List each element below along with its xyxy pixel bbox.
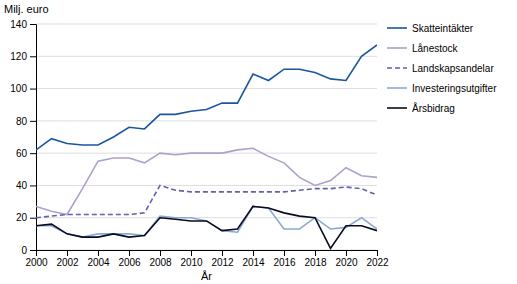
tick-label: 140 [10, 19, 27, 30]
tick: 80 [16, 116, 36, 127]
tick-label: 60 [16, 148, 28, 159]
legend-label: Landskapsandelar [412, 63, 494, 74]
legend-label: Lånestock [412, 43, 459, 54]
tick: 2022 [366, 250, 389, 268]
tick-label: 120 [10, 51, 27, 62]
tick: 120 [10, 51, 36, 62]
tick-mark [191, 250, 192, 256]
tick-label: 0 [21, 245, 27, 256]
tick-label: 20 [16, 212, 28, 223]
legend-swatch [387, 27, 407, 29]
grid-line [36, 56, 377, 57]
tick-label: 2018 [304, 257, 327, 268]
grid-line [36, 24, 377, 25]
legend-item: Årsbidrag [387, 102, 455, 114]
plot: 2000 2002 2004 2006 2008 2010 2012 2014 2016 2018… [10, 19, 389, 268]
tick-mark [129, 250, 130, 256]
grid [36, 24, 377, 250]
line [36, 45, 377, 150]
y-axis-title: Milj. euro [4, 3, 49, 15]
grid-line [36, 120, 377, 121]
chart: 2000 2002 2004 2006 2008 2010 2012 2014 2016 2018… [0, 0, 517, 284]
legend-item: Landskapsandelar [387, 63, 494, 74]
axis-domain [37, 251, 378, 257]
tick-label: 2000 [25, 257, 48, 268]
line [36, 185, 377, 217]
tick-mark [98, 250, 99, 256]
tick: 2006 [118, 250, 141, 268]
grid-line [36, 217, 377, 218]
axis-domain [30, 25, 37, 251]
legend-label: Skatteintäkter [412, 23, 474, 34]
tick-mark [30, 89, 36, 90]
legend-item: Investeringsutgifter [387, 83, 497, 94]
tick-mark [377, 250, 378, 256]
tick: 2012 [211, 250, 234, 268]
tick-mark [30, 185, 36, 186]
tick: 2014 [242, 250, 265, 268]
tick-mark [30, 153, 36, 154]
tick-mark [222, 250, 223, 256]
tick-mark [30, 218, 36, 219]
tick-label: 2022 [366, 257, 389, 268]
tick: 2016 [273, 250, 296, 268]
legend-label: Investeringsutgifter [412, 83, 497, 94]
tick: 2008 [149, 250, 172, 268]
tick: 2010 [180, 250, 203, 268]
tick-label: 2010 [180, 257, 203, 268]
legend-item: Lånestock [387, 43, 459, 54]
legend: Skatteintäkter Lånestock Landskapsandelar I… [387, 23, 497, 114]
legend-label: Årsbidrag [412, 102, 455, 114]
line [36, 206, 377, 248]
lines [36, 45, 377, 248]
x-axis-title: År [201, 270, 212, 282]
legend-swatch [387, 67, 407, 69]
tick-label: 80 [16, 116, 28, 127]
tick-label: 100 [10, 83, 27, 94]
tick-label: 2012 [211, 257, 234, 268]
grid-line [36, 185, 377, 186]
tick-label: 2004 [87, 257, 110, 268]
tick: 0 [21, 245, 36, 256]
tick: 20 [16, 212, 36, 223]
tick-mark [284, 250, 285, 256]
x-axis: 2000 2002 2004 2006 2008 2010 2012 2014 2016 2018… [25, 250, 389, 268]
line [36, 148, 377, 214]
tick: 2018 [304, 250, 327, 268]
y-axis: 0 20 40 60 80 100 120 140 [10, 19, 36, 256]
tick: 100 [10, 83, 36, 94]
tick-label: 2006 [118, 257, 141, 268]
tick: 60 [16, 148, 36, 159]
tick-mark [30, 121, 36, 122]
tick-label: 2016 [273, 257, 296, 268]
tick: 140 [10, 19, 36, 30]
tick-label: 2008 [149, 257, 172, 268]
legend-swatch [387, 47, 407, 49]
tick: 2000 [25, 250, 48, 268]
tick-mark [253, 250, 254, 256]
tick-label: 2020 [335, 257, 358, 268]
tick: 2004 [87, 250, 110, 268]
tick-mark [67, 250, 68, 256]
tick: 40 [16, 180, 36, 191]
tick: 2002 [56, 250, 79, 268]
tick-mark [315, 250, 316, 256]
tick-label: 2014 [242, 257, 265, 268]
tick-mark [30, 24, 36, 25]
legend-swatch [387, 87, 407, 89]
tick: 2020 [335, 250, 358, 268]
legend-item: Skatteintäkter [387, 23, 474, 34]
grid-line [36, 88, 377, 89]
legend-swatch [387, 107, 407, 109]
tick-mark [346, 250, 347, 256]
tick-mark [160, 250, 161, 256]
tick-mark [30, 250, 36, 251]
tick-mark [30, 56, 36, 57]
tick-label: 40 [16, 180, 28, 191]
tick-label: 2002 [56, 257, 79, 268]
